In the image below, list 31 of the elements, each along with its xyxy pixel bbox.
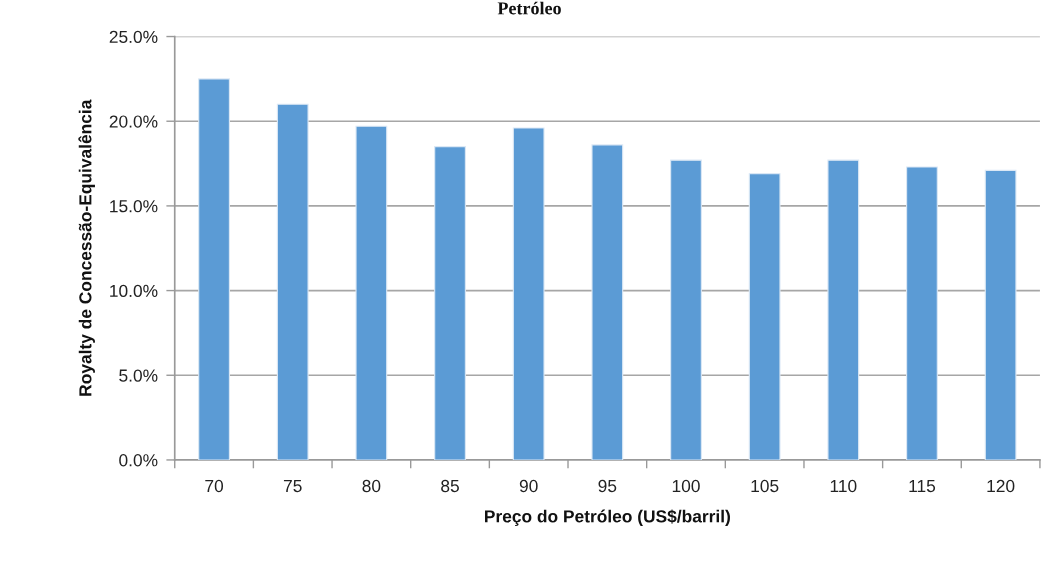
bar <box>276 103 309 460</box>
x-tick-label: 90 <box>519 479 538 493</box>
y-tick-label: 15.0% <box>110 200 158 213</box>
x-tick-label: 100 <box>672 479 700 493</box>
x-tick-label: 110 <box>830 479 857 493</box>
x-tick-label: 120 <box>987 479 1015 493</box>
y-tick-label: 0.0% <box>119 454 158 467</box>
x-tick-label: 105 <box>751 479 779 493</box>
bar <box>984 169 1017 460</box>
x-axis-title: Preço do Petróleo (US$/barril) <box>485 509 730 526</box>
bar <box>591 144 624 460</box>
y-tick-label: 10.0% <box>110 284 158 298</box>
x-tick-label: 85 <box>441 479 459 493</box>
bar <box>198 78 230 460</box>
y-tick-label: 20.0% <box>109 115 158 128</box>
bar <box>670 159 702 460</box>
y-tick-label: 25.0% <box>109 30 158 43</box>
x-tick-label: 75 <box>283 480 302 493</box>
bar <box>748 173 781 460</box>
bar <box>434 146 466 460</box>
bar <box>827 159 860 460</box>
x-tick-label: 70 <box>205 479 224 493</box>
bar <box>355 125 388 460</box>
x-tick-label: 80 <box>362 479 381 493</box>
x-tick-label: 115 <box>909 480 936 493</box>
x-tick-label: 95 <box>598 479 617 493</box>
bar <box>512 127 545 460</box>
bar <box>906 166 938 460</box>
y-tick-label: 5.0% <box>119 369 158 382</box>
y-axis-title: Royalty de Concessão-Equivalência <box>78 99 95 396</box>
chart-title: Petróleo <box>497 1 561 15</box>
